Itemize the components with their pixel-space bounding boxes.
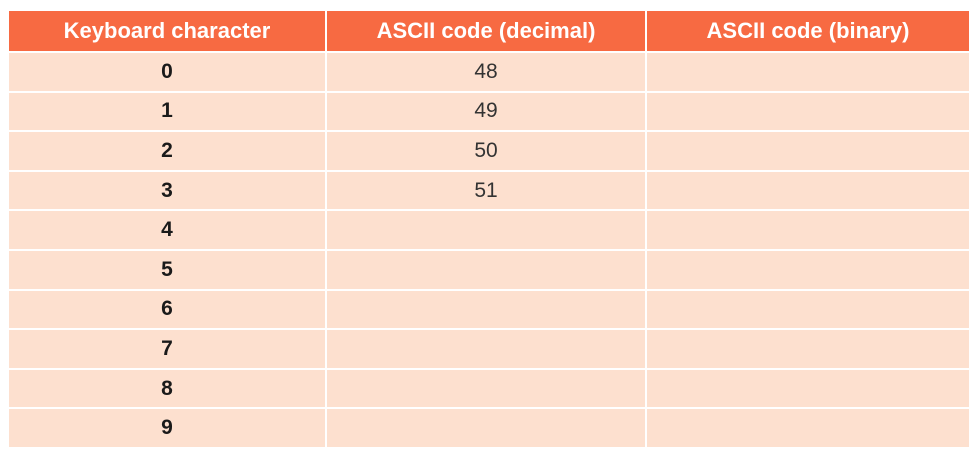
row-8-binary xyxy=(647,369,969,410)
row-7-binary xyxy=(647,330,969,370)
row-2-binary xyxy=(647,132,969,172)
row-5-binary xyxy=(647,250,969,291)
row-4-decimal xyxy=(327,211,645,251)
row-4-character: 4 xyxy=(9,211,325,251)
row-7-character: 7 xyxy=(9,330,325,370)
row-1-decimal: 49 xyxy=(327,92,645,133)
row-3-decimal: 51 xyxy=(327,171,645,212)
header-keyboard-character: Keyboard character xyxy=(9,11,325,53)
row-2-character: 2 xyxy=(9,132,325,172)
header-ascii-decimal: ASCII code (decimal) xyxy=(327,11,645,53)
row-6-character: 6 xyxy=(9,290,325,331)
row-8-decimal xyxy=(327,369,645,410)
row-4-binary xyxy=(647,211,969,251)
row-0-character: 0 xyxy=(9,53,325,93)
row-9-decimal xyxy=(327,409,645,447)
row-5-character: 5 xyxy=(9,250,325,291)
row-7-decimal xyxy=(327,330,645,370)
ascii-table: Keyboard character ASCII code (decimal) … xyxy=(9,11,969,447)
row-6-binary xyxy=(647,290,969,331)
row-0-decimal: 48 xyxy=(327,53,645,93)
row-1-character: 1 xyxy=(9,92,325,133)
row-0-binary xyxy=(647,53,969,93)
row-9-binary xyxy=(647,409,969,447)
header-ascii-binary: ASCII code (binary) xyxy=(647,11,969,53)
row-6-decimal xyxy=(327,290,645,331)
row-8-character: 8 xyxy=(9,369,325,410)
row-2-decimal: 50 xyxy=(327,132,645,172)
row-3-character: 3 xyxy=(9,171,325,212)
row-5-decimal xyxy=(327,250,645,291)
row-9-character: 9 xyxy=(9,409,325,447)
row-1-binary xyxy=(647,92,969,133)
row-3-binary xyxy=(647,171,969,212)
